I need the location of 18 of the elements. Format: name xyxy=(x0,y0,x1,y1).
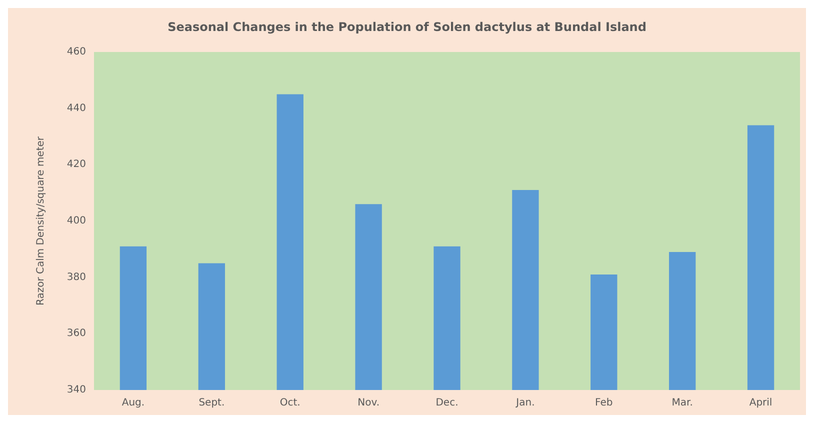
y-tick-label: 340 xyxy=(66,384,86,396)
x-tick-label: Mar. xyxy=(672,398,693,408)
x-tick-label: Sept. xyxy=(198,398,225,408)
x-tick-label: Jan. xyxy=(515,398,535,408)
x-tick-label: Feb xyxy=(595,398,613,408)
y-axis-title: Razor Calm Density/square meter xyxy=(36,136,46,306)
y-tick-label: 360 xyxy=(66,328,86,340)
y-tick-label: 380 xyxy=(66,272,86,283)
x-tick-label: April xyxy=(749,398,772,408)
x-tick-label: Aug. xyxy=(122,398,145,408)
x-tick-label: Oct. xyxy=(280,398,300,408)
y-tick-label: 420 xyxy=(66,159,86,170)
x-tick-label: Dec. xyxy=(436,398,458,408)
chart-title: Seasonal Changes in the Population of Solen dactylus at Bundal Island xyxy=(168,20,646,34)
y-tick-label: 440 xyxy=(66,102,86,114)
y-tick-label: 400 xyxy=(66,216,86,226)
y-tick-label: 460 xyxy=(66,46,86,58)
x-tick-label: Nov. xyxy=(358,398,380,408)
